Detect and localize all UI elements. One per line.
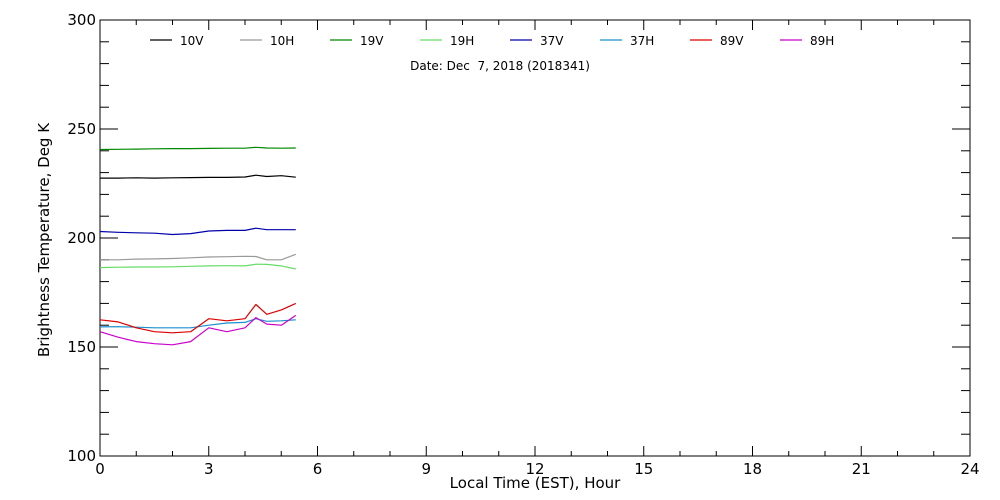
x-tick-label: 15 [634, 460, 653, 478]
legend-label: 19V [360, 34, 384, 48]
x-tick-label: 6 [313, 460, 323, 478]
y-tick-label: 150 [67, 338, 96, 356]
x-tick-label: 24 [960, 460, 979, 478]
y-tick-label: 300 [67, 11, 96, 29]
legend-item-10h: 10H [240, 34, 294, 48]
legend-label: 89V [720, 34, 744, 48]
legend-label: 37H [630, 34, 654, 48]
y-tick-label: 200 [67, 229, 96, 247]
legend: 10V 10H 19V 19H 37V 37H 89V 89H [150, 34, 834, 48]
x-axis-title: Local Time (EST), Hour [450, 474, 621, 492]
x-tick-label: 21 [852, 460, 871, 478]
legend-label: 89H [810, 34, 834, 48]
y-tick-label: 250 [67, 120, 96, 138]
legend-item-19v: 19V [330, 34, 384, 48]
series-line-37v [99, 227, 296, 236]
legend-item-10v: 10V [150, 34, 204, 48]
series-line-10h [100, 253, 297, 261]
series-line-10v [100, 174, 296, 179]
legend-label: 37V [540, 34, 564, 48]
series-lines [99, 146, 297, 346]
legend-item-19h: 19H [420, 34, 474, 48]
x-tick-label: 3 [204, 460, 214, 478]
series-line-19v [99, 146, 296, 151]
legend-item-37v: 37V [510, 34, 564, 48]
axis-ticks [99, 19, 971, 457]
plot-frame [99, 19, 971, 457]
x-tick-label: 0 [95, 460, 105, 478]
legend-item-89v: 89V [690, 34, 744, 48]
legend-item-37h: 37H [600, 34, 654, 48]
legend-label: 10H [270, 34, 294, 48]
series-line-19h [99, 263, 296, 270]
x-tick-label: 12 [525, 460, 544, 478]
x-tick-label: 9 [421, 460, 431, 478]
legend-item-89h: 89H [780, 34, 834, 48]
chart-subtitle: Date: Dec 7, 2018 (2018341) [410, 59, 590, 73]
series-line-89v [99, 302, 297, 334]
y-axis-title: Brightness Temperature, Deg K [35, 122, 53, 357]
x-tick-label: 18 [743, 460, 762, 478]
y-tick-label: 100 [67, 447, 96, 465]
series-line-89h [99, 314, 297, 346]
legend-label: 19H [450, 34, 474, 48]
legend-label: 10V [180, 34, 204, 48]
axis-tick-labels: 0 3 6 9 12 15 18 21 24 100 150 200 250 300 [67, 11, 979, 478]
